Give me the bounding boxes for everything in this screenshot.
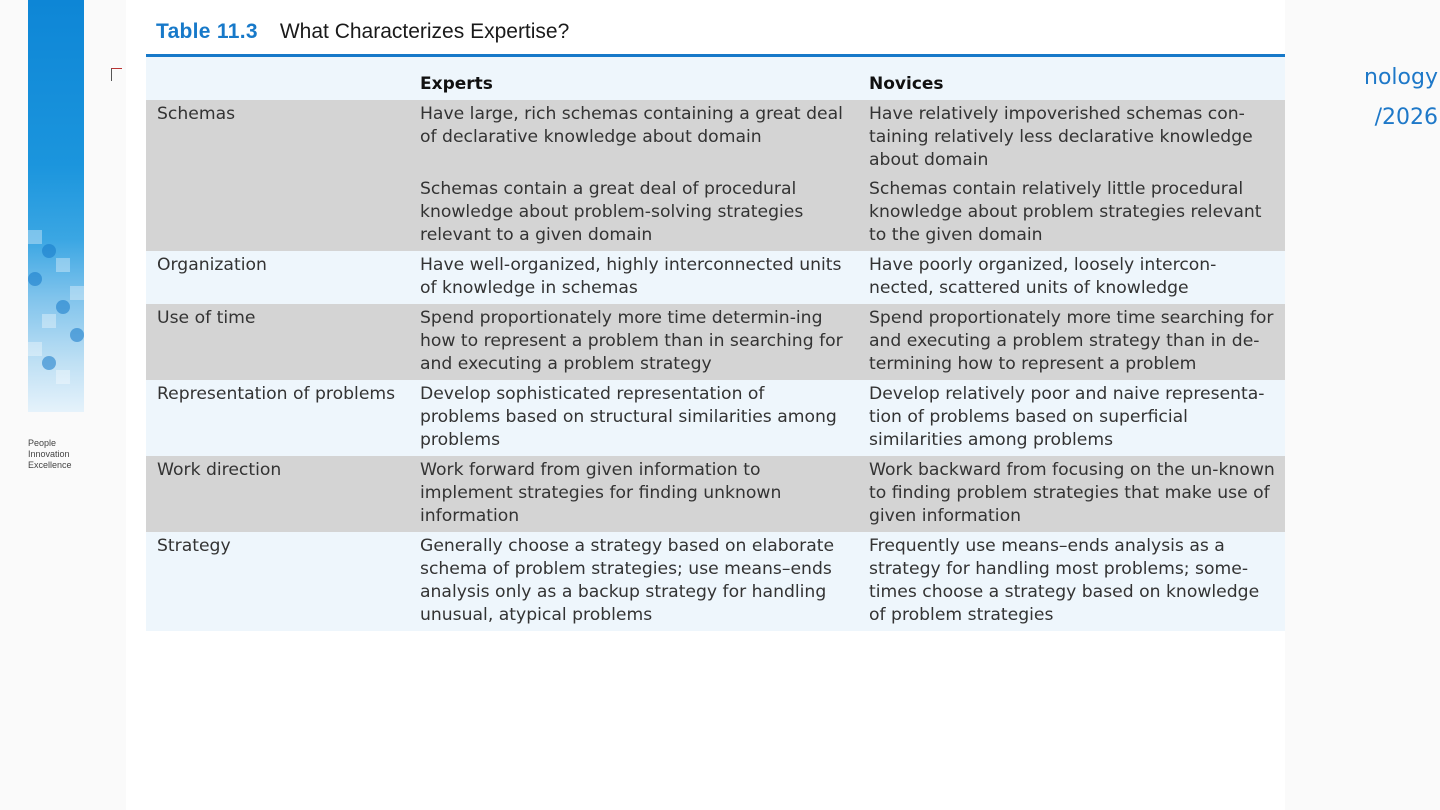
table-row: Representation of problems Develop sophi… xyxy=(146,380,1285,456)
table-row: Organization Have well-organized, highly… xyxy=(146,251,1285,304)
column-header xyxy=(146,57,410,100)
table-caption: Table 11.3 What Characterizes Expertise? xyxy=(156,20,569,44)
novices-cell: Spend proportionately more time searchin… xyxy=(869,308,1274,374)
table-row: Strategy Generally choose a strategy bas… xyxy=(146,532,1285,631)
novices-cell: Frequently use means–ends analysis as a … xyxy=(869,536,1260,625)
tagline-line: People xyxy=(28,438,57,448)
novices-cell: Schemas contain relatively little proced… xyxy=(869,179,1262,245)
brand-decorative-strip xyxy=(28,0,84,412)
brand-tagline: People Innovation Excellence xyxy=(28,438,72,471)
row-label: Use of time xyxy=(157,308,256,328)
table-number: Table 11.3 xyxy=(156,20,258,43)
table-row: Schemas contain a great deal of procedur… xyxy=(146,176,1285,251)
table-image: Table 11.3 What Characterizes Expertise? … xyxy=(126,0,1285,810)
experts-cell: Spend proportionately more time determin… xyxy=(420,308,843,374)
corner-mark xyxy=(111,68,122,81)
slide-header-line-2: /2026 xyxy=(1374,105,1438,130)
caption-rule xyxy=(146,54,1285,57)
row-label: Work direction xyxy=(157,460,282,480)
expertise-table: Experts Novices Schemas Have large, rich… xyxy=(146,57,1285,631)
row-label: Representation of problems xyxy=(157,384,396,404)
experts-cell: Develop sophisticated representation of … xyxy=(420,384,837,450)
slide-header-line-1: nology xyxy=(1364,65,1438,90)
novices-cell: Work backward from focusing on the un-kn… xyxy=(869,460,1275,526)
experts-cell: Have large, rich schemas containing a gr… xyxy=(420,104,843,147)
tagline-line: Excellence xyxy=(28,460,72,470)
row-label: Organization xyxy=(157,255,267,275)
tagline-line: Innovation xyxy=(28,449,70,459)
table-row: Work direction Work forward from given i… xyxy=(146,456,1285,532)
table-header-row: Experts Novices xyxy=(146,57,1285,100)
experts-cell: Schemas contain a great deal of procedur… xyxy=(420,179,804,245)
table-title: What Characterizes Expertise? xyxy=(279,20,570,43)
table-row: Schemas Have large, rich schemas contain… xyxy=(146,100,1285,176)
table-row: Use of time Spend proportionately more t… xyxy=(146,304,1285,380)
row-label xyxy=(146,176,410,251)
column-header-experts: Experts xyxy=(420,74,493,94)
experts-cell: Work forward from given information to i… xyxy=(420,460,782,526)
experts-cell: Generally choose a strategy based on ela… xyxy=(420,536,835,625)
row-label: Schemas xyxy=(157,104,236,124)
slide-header: nology /2026 xyxy=(1288,58,1438,138)
novices-cell: Have poorly organized, loosely intercon-… xyxy=(869,255,1217,298)
experts-cell: Have well-organized, highly interconnect… xyxy=(420,255,842,298)
novices-cell: Develop relatively poor and naive repres… xyxy=(869,384,1265,450)
novices-cell: Have relatively impoverished schemas con… xyxy=(869,104,1253,170)
column-header-novices: Novices xyxy=(869,74,944,94)
row-label: Strategy xyxy=(157,536,231,556)
